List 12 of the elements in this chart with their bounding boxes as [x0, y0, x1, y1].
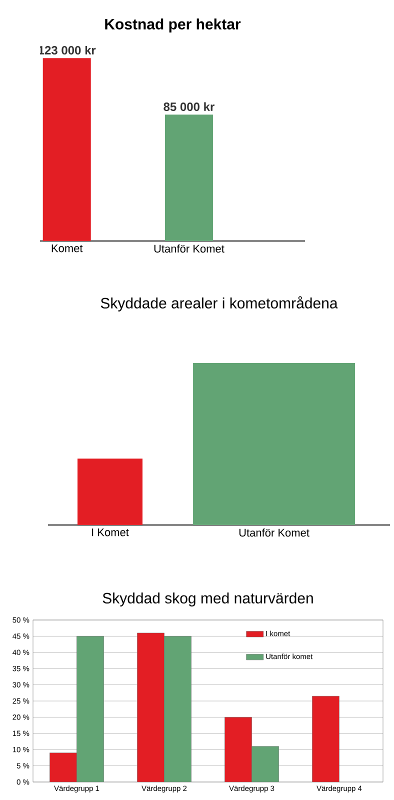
bar: [312, 696, 340, 782]
x-tick-label: Utanför Komet: [239, 528, 310, 537]
x-tick-label: Komet: [52, 244, 83, 252]
bar: [137, 632, 164, 782]
chart-title: Skyddad skog med naturvärden: [102, 592, 313, 606]
bar: [50, 752, 77, 782]
chart-title: Skyddade arealer i kometområdena: [100, 296, 338, 312]
x-tick-label: Utanför Komet: [154, 244, 224, 253]
bar: [224, 717, 252, 782]
data-label: 85 000 kr: [164, 102, 214, 112]
x-tick-label: I Komet: [92, 528, 129, 536]
chart-title: Kostnad per hektar: [105, 18, 241, 32]
